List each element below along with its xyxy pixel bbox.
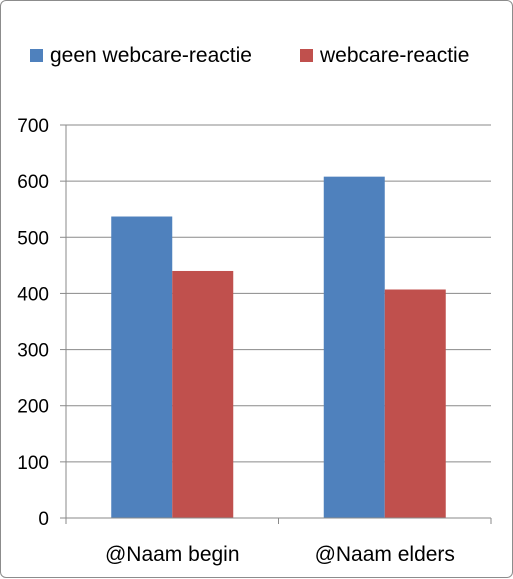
y-tick-label: 200 xyxy=(17,397,49,418)
y-axis: 0 100 200 300 400 500 600 700 xyxy=(17,116,67,530)
x-category-label: @Naam begin xyxy=(105,543,240,566)
legend-swatch xyxy=(300,49,313,62)
bar xyxy=(323,176,385,518)
legend: geen webcare-reactie webcare-reactie xyxy=(30,44,469,67)
y-tick-label: 700 xyxy=(17,116,49,137)
y-tick-label: 500 xyxy=(17,228,49,249)
y-tick-label: 0 xyxy=(38,509,49,530)
bar xyxy=(111,216,173,518)
legend-label: webcare-reactie xyxy=(319,44,469,67)
bar xyxy=(384,289,446,518)
x-axis: @Naam begin @Naam elders xyxy=(65,517,492,566)
legend-label: geen webcare-reactie xyxy=(50,44,252,67)
legend-swatch xyxy=(30,49,43,62)
bars xyxy=(111,176,446,518)
y-tick-label: 100 xyxy=(17,453,49,474)
bar xyxy=(172,270,234,518)
x-category-label: @Naam elders xyxy=(315,543,455,566)
y-tick-label: 400 xyxy=(17,284,49,305)
y-tick-label: 600 xyxy=(17,172,49,193)
y-tick-label: 300 xyxy=(17,341,49,362)
